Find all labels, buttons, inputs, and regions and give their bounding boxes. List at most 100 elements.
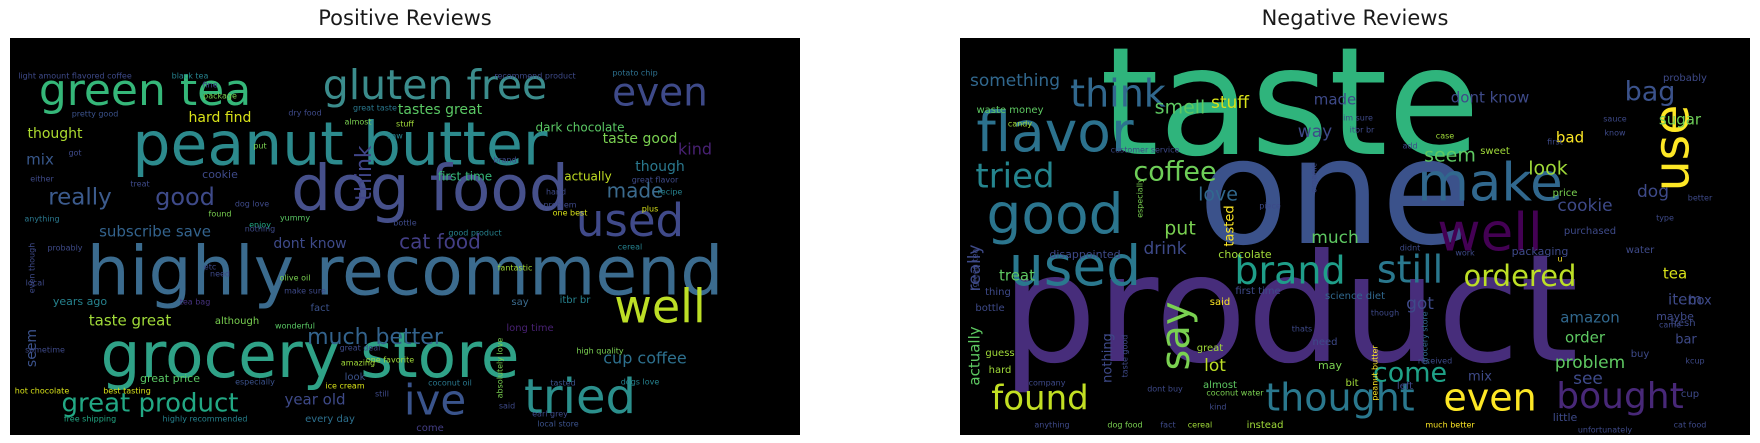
negative-word-use: use [1644,105,1701,192]
positive-word-ice-cream: ice cream [325,382,364,391]
negative-word-box: box [1688,294,1712,309]
positive-word-said: said [499,402,515,411]
negative-word-received: received [1418,357,1452,366]
negative-word-cookie: cookie [1557,196,1612,216]
positive-word-saw: saw [387,132,403,141]
positive-word-hard-find: hard find [189,110,252,126]
positive-word-good-product: good product [448,229,501,238]
negative-word-work: work [1455,249,1475,258]
negative-word-product: product [1002,223,1579,397]
positive-word-olive-oil: olive oil [280,274,311,283]
positive-word-made: made [607,179,664,203]
negative-word-purchased: purchased [1564,226,1616,237]
negative-word-ordered: ordered [1464,259,1577,293]
positive-word-although: although [215,316,259,327]
negative-word-thing: thing [985,287,1011,298]
positive-word-high-quality: high quality [576,347,624,356]
negative-word-still: still [1377,248,1443,292]
negative-word-lot: lot [1204,356,1226,376]
positive-word-stuff: stuff [396,120,414,129]
negative-word-problem: problem [1555,353,1625,373]
negative-word-maybe: maybe [1656,310,1694,323]
positive-word-almost: almost [344,118,371,127]
negative-word-dont-know: dont know [1451,89,1530,107]
positive-word-ive: ive [404,376,466,425]
positive-word-green-tea: green tea [39,65,251,116]
positive-word-itbr-br: itbr br [560,295,592,306]
negative-word-kcup: kcup [1685,357,1704,366]
positive-word-sometime: sometime [25,346,65,355]
negative-word-packaging: packaging [1512,245,1569,258]
positive-word-kind: kind [678,140,712,159]
negative-word-bought: bought [1556,376,1683,417]
positive-word-best-tasting: best tasting [103,387,151,396]
negative-word-come: come [1373,358,1447,389]
positive-word-mix: mix [26,151,54,169]
positive-word-fantastic: fantastic [498,264,533,273]
positive-word-recipe: recipe [658,188,683,197]
positive-word-gluten-free: gluten free [323,61,548,109]
negative-word-company: company [1029,379,1066,388]
positive-word-dogs-love: dogs love [621,378,660,387]
negative-word-though: though [1371,309,1399,318]
negative-word-chocolate: chocolate [1218,248,1272,261]
positive-word-great-deal: great deal [340,344,381,353]
negative-word-thought: thought [1265,376,1414,420]
negative-word-better: better [1688,194,1713,203]
negative-word-found: found [991,379,1088,419]
negative-word-fact: fact [1160,421,1175,430]
positive-word-much-better: much better [307,325,444,350]
negative-word-coffee: coffee [1133,157,1216,188]
positive-word-make-sure: make sure [284,287,326,296]
positive-word-etc: etc [204,263,216,272]
negative-word-thats: thats [1292,325,1312,334]
negative-word-case: case [1436,132,1454,141]
positive-word-dog-love: dog love [235,200,269,209]
positive-word-well: well [614,280,705,334]
positive-word-tastes-great: tastes great [398,102,483,118]
positive-word-light-amount-flavored-coffee: light amount flavored coffee [18,72,132,81]
positive-word-put: put [253,142,266,151]
positive-word-even-though: even though [28,243,37,294]
negative-word-type: type [1656,214,1674,223]
positive-word-good: good [155,183,215,211]
negative-word-made: made [1314,91,1357,109]
negative-word-order: order [1565,329,1606,347]
positive-word-yummy: yummy [280,214,310,223]
positive-word-though: though [635,159,685,175]
negative-word-especially: especially [1136,178,1145,218]
positive-word-one-favorite: one favorite [366,356,414,365]
negative-word-item: item [1668,291,1702,309]
negative-word-say: say [1153,301,1199,370]
negative-word-dog: dog [1637,182,1669,202]
positive-word-treat: treat [130,180,149,189]
negative-word-left: left [1397,381,1413,392]
negative-word-know: know [1604,129,1626,138]
positive-word-year-old: year old [284,391,345,409]
negative-word-really: really [965,245,985,292]
positive-word-taste-great: taste great [89,312,172,330]
positive-word-cookie: cookie [202,168,238,181]
negative-word-hard: hard [989,365,1012,376]
positive-word-probably: probably [47,244,82,253]
positive-word-tea-bag: tea bag [180,298,211,307]
negative-word-little: little [1553,411,1578,424]
positive-word-problem: problem [543,201,576,210]
negative-word-make: make [1417,153,1563,214]
chart-title-positive: Positive Reviews [318,6,492,30]
negative-word-cereal: cereal [1188,421,1212,430]
positive-word-got: got [68,149,81,158]
wordcloud-negative: taste product one flavor good used make well use… [960,38,1750,435]
negative-word-dog-food: dog food [1107,421,1142,430]
positive-word-pretty-good: pretty good [72,110,119,119]
negative-word-coconut-water: coconut water [1206,389,1264,398]
positive-word-great-flavor: great flavor [632,176,679,185]
negative-word-actually: actually [966,326,984,385]
negative-word-taste-good: taste good [1121,335,1130,378]
positive-word-recommend-product: recommend product [494,72,575,81]
positive-word-anything: anything [24,215,59,224]
positive-word-look: look [345,372,366,383]
negative-word-good: good [986,182,1123,246]
negative-word-stuff: stuff [1211,93,1250,113]
positive-word-every-day: every day [305,414,355,425]
